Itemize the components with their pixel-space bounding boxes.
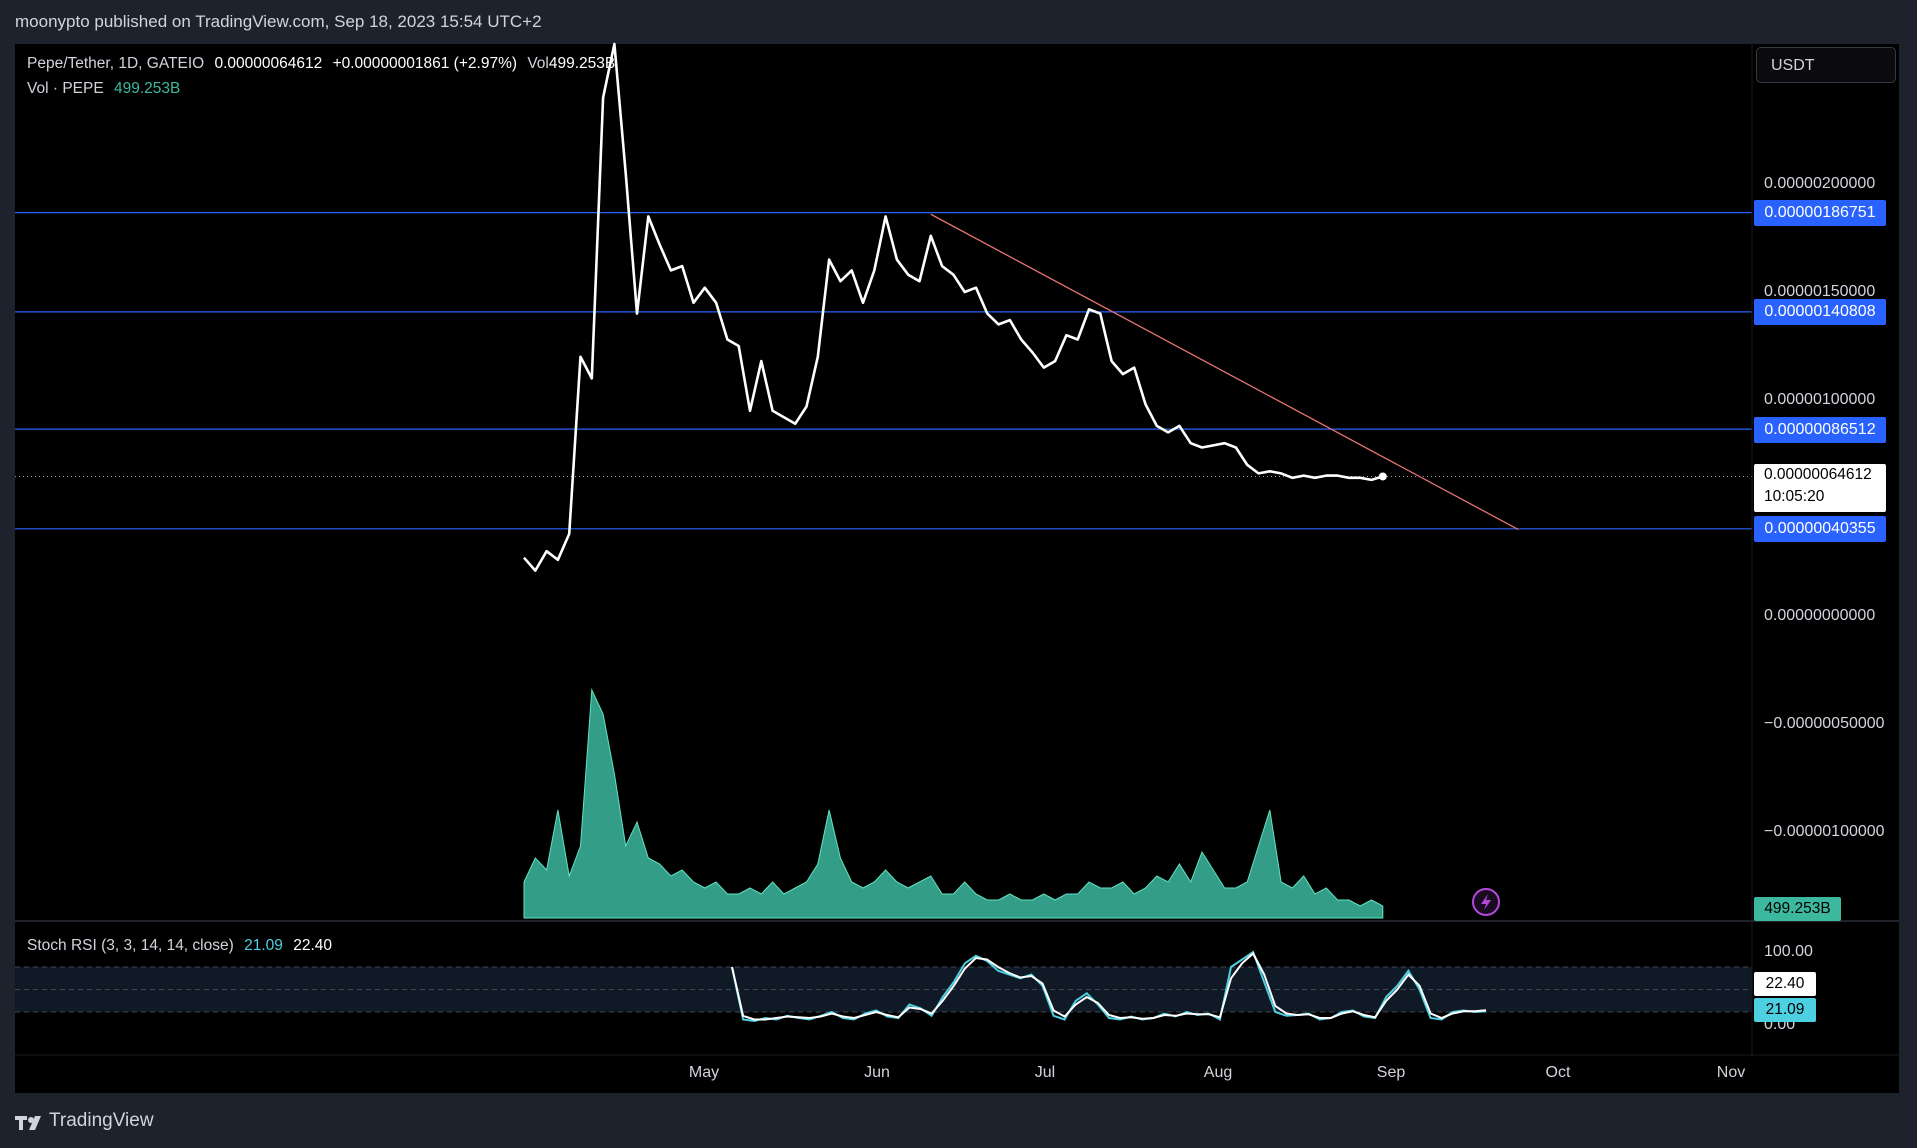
last-price: 0.00000064612 [214, 55, 323, 72]
time-axis-label: Nov [1716, 1064, 1746, 1081]
time-axis-label: Aug [1203, 1064, 1233, 1081]
symbol-legend: Pepe/Tether, 1D, GATEIO 0.00000064612 +0… [27, 55, 621, 73]
rsi-axis-top: 100.00 [1764, 943, 1813, 960]
volume-tag: 499.253B [1754, 897, 1841, 921]
volume-legend: Vol · PEPE 499.253B [27, 80, 186, 98]
vol-line-label[interactable]: Vol · PEPE [27, 80, 104, 97]
flash-icon-bolt [1481, 894, 1491, 910]
level-price-tag[interactable]: 0.00000186751 [1754, 200, 1886, 226]
stoch-d-value: 22.40 [293, 937, 332, 954]
stoch-d-line [731, 951, 1487, 1021]
level-price-tag[interactable]: 0.00000040355 [1754, 516, 1886, 542]
trendline[interactable] [930, 213, 1519, 531]
published-info: moonypto published on TradingView.com, S… [15, 12, 542, 31]
bar-countdown: 10:05:20 [1764, 488, 1825, 505]
stoch-rsi-pane [15, 950, 1752, 1023]
stoch-rsi-legend: Stoch RSI (3, 3, 14, 14, close) 21.09 22… [27, 937, 338, 955]
price-axis-label: −0.00000050000 [1764, 715, 1885, 732]
tradingview-brand[interactable]: TradingView [49, 1110, 154, 1131]
horizontal-levels[interactable] [15, 212, 1752, 530]
price-axis-label: 0.00000100000 [1764, 391, 1876, 408]
vol-label: Vol [527, 55, 549, 72]
vol-value: 499.253B [548, 55, 616, 72]
level-price-tag[interactable]: 0.00000086512 [1754, 417, 1886, 443]
time-axis-label: Jul [1034, 1064, 1056, 1081]
time-axis-label: Sep [1376, 1064, 1406, 1081]
price-series [523, 42, 1387, 572]
trendline-segment [930, 213, 1519, 531]
last-price-value: 0.00000064612 [1764, 466, 1872, 483]
level-price-tag[interactable]: 0.00000140808 [1754, 299, 1886, 325]
tradingview-logo-icon [15, 1116, 41, 1130]
rsi-d-tag: 22.40 [1754, 972, 1816, 996]
volume-histogram [523, 688, 1500, 919]
symbol-name[interactable]: Pepe/Tether, 1D, GATEIO [27, 55, 205, 72]
time-axis-label: Oct [1545, 1064, 1571, 1081]
vol-line-value: 499.253B [114, 80, 181, 97]
volume-area [523, 688, 1384, 919]
stoch-label[interactable]: Stoch RSI (3, 3, 14, 14, close) [27, 937, 234, 954]
currency-button[interactable]: USDT [1756, 47, 1896, 83]
last-price-tag: 0.00000064612 10:05:20 [1754, 464, 1886, 512]
rsi-k-tag: 21.09 [1754, 998, 1816, 1022]
price-axis-label: −0.00000100000 [1764, 823, 1885, 840]
time-axis-label: Jun [864, 1064, 890, 1081]
price-axis-label: 0.00000000000 [1764, 607, 1876, 624]
price-axis-label: 0.00000200000 [1764, 175, 1876, 192]
stoch-k-value: 21.09 [244, 937, 283, 954]
time-axis-label: May [688, 1064, 720, 1081]
price-line [523, 42, 1384, 572]
top-bar: moonypto published on TradingView.com, S… [0, 0, 1917, 44]
price-axis-label: 0.00000150000 [1764, 283, 1876, 300]
price-change: +0.00000001861 (+2.97%) [332, 55, 518, 72]
last-price-dot [1378, 472, 1387, 481]
pane-separator[interactable] [15, 44, 1899, 1056]
